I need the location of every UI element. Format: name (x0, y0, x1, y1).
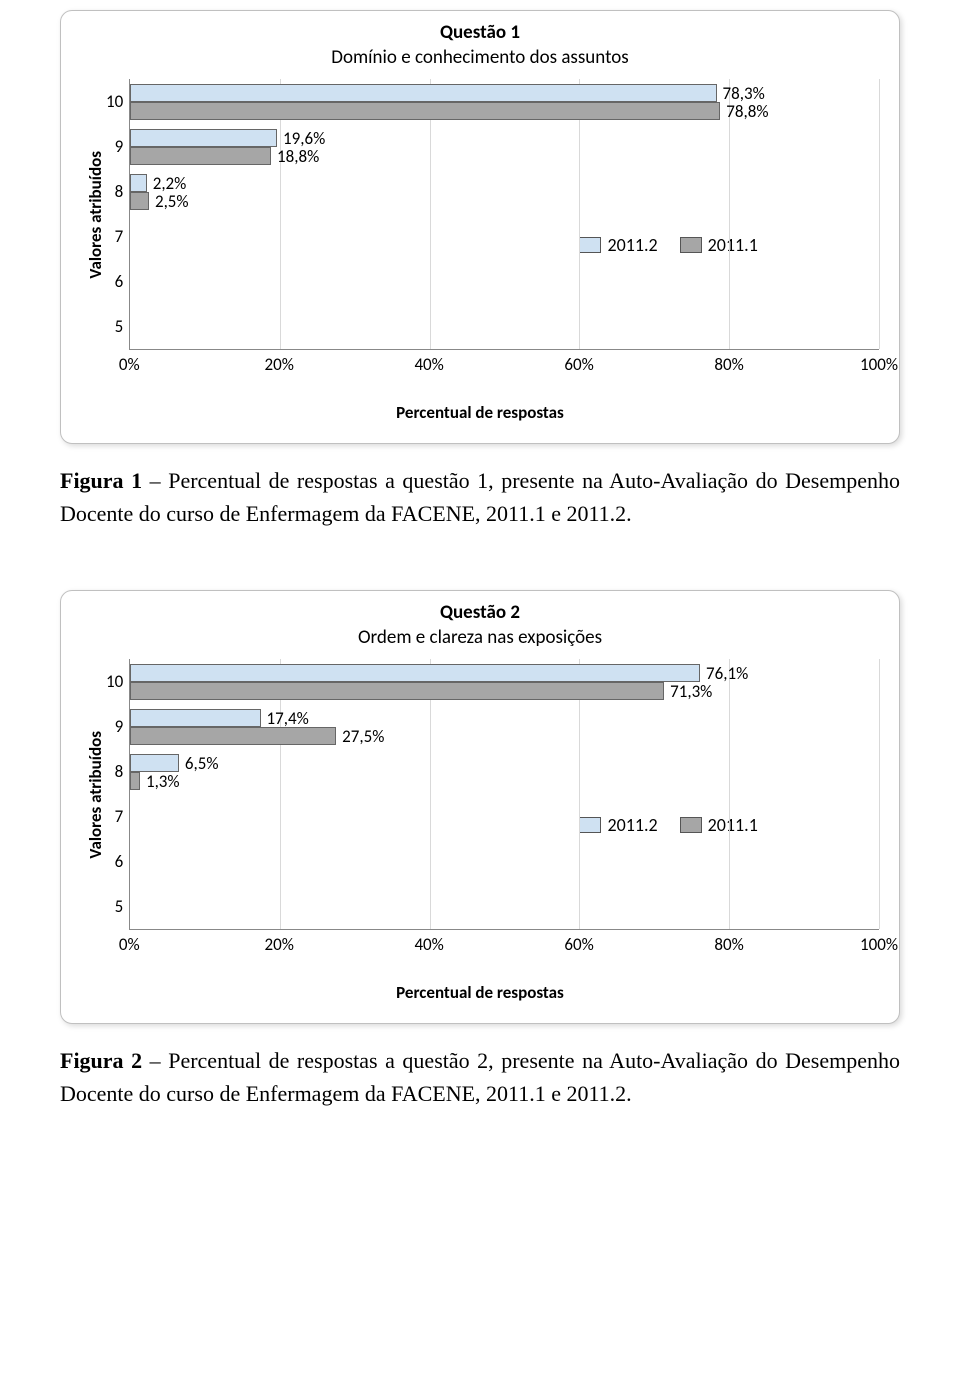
bar-value-label: 18,8% (277, 146, 319, 167)
ycategory-label: 9 (106, 124, 123, 169)
legend-label: 2011.1 (708, 234, 758, 256)
bar (130, 129, 277, 147)
bar (130, 192, 149, 210)
ycategory-label: 10 (106, 659, 123, 704)
legend-swatch (579, 237, 601, 253)
ycategory-label: 10 (106, 79, 123, 124)
chart2-subtitle: Ordem e clareza nas exposições (81, 626, 879, 649)
bar (130, 84, 716, 102)
bar-value-label: 78,8% (726, 101, 768, 122)
legend-label: 2011.2 (607, 814, 657, 836)
ycategory-label: 5 (106, 884, 123, 929)
chart1-legend: 2011.2 2011.1 (579, 234, 757, 256)
chart2-legend: 2011.2 2011.1 (579, 814, 757, 836)
chart2-ycategories: 1098765 (106, 659, 129, 929)
xtick-label: 80% (714, 354, 743, 375)
bar-value-label: 27,5% (342, 726, 384, 747)
bar-value-label: 2,5% (155, 191, 189, 212)
chart1-xaxis-label: Percentual de respostas (81, 402, 879, 423)
ycategory-label: 7 (106, 794, 123, 839)
figure1-caption: Figura 1 – Percentual de respostas a que… (60, 464, 900, 530)
ycategory-label: 8 (106, 749, 123, 794)
legend-label: 2011.1 (708, 814, 758, 836)
page: Questão 1 Domínio e conhecimento dos ass… (0, 10, 960, 1110)
ycategory-label: 6 (106, 839, 123, 884)
bar (130, 174, 146, 192)
bar-value-label: 1,3% (146, 771, 180, 792)
chart-2: Questão 2 Ordem e clareza nas exposições… (60, 590, 900, 1024)
ycategory-label: 6 (106, 259, 123, 304)
figure2-caption: Figura 2 – Percentual de respostas a que… (60, 1044, 900, 1110)
chart1-yaxis-label: Valores atribuídos (81, 151, 106, 279)
chart1-ycategories: 1098765 (106, 79, 129, 349)
chart-1: Questão 1 Domínio e conhecimento dos ass… (60, 10, 900, 444)
figure1-caption-text: – Percentual de respostas a questão 1, p… (60, 468, 900, 526)
legend-label: 2011.2 (607, 234, 657, 256)
xtick-label: 80% (714, 934, 743, 955)
ycategory-label: 5 (106, 304, 123, 349)
bar (130, 772, 140, 790)
figure2-caption-text: – Percentual de respostas a questão 2, p… (60, 1048, 900, 1106)
xtick-label: 0% (119, 934, 140, 955)
chart1-title: Questão 1 (81, 21, 879, 44)
legend-item: 2011.2 (579, 234, 657, 256)
ycategory-label: 8 (106, 169, 123, 214)
legend-item: 2011.1 (680, 814, 758, 836)
ycategory-label: 9 (106, 704, 123, 749)
xtick-label: 100% (860, 934, 898, 955)
legend-item: 2011.2 (579, 814, 657, 836)
chart2-xaxis-label: Percentual de respostas (81, 982, 879, 1003)
legend-swatch (680, 237, 702, 253)
chart2-plot: 2011.22011.1 76,1%71,3%17,4%27,5%6,5%1,3… (129, 659, 879, 930)
bar (130, 754, 179, 772)
figure1-caption-prefix: Figura 1 (60, 468, 142, 493)
xtick-label: 20% (264, 934, 293, 955)
chart1-plot: 2011.22011.1 78,3%78,8%19,6%18,8%2,2%2,5… (129, 79, 879, 350)
bar (130, 727, 336, 745)
ycategory-label: 7 (106, 214, 123, 259)
xtick-label: 60% (564, 934, 593, 955)
chart2-xticks: 0%20%40%60%80%100% (129, 934, 879, 954)
xtick-label: 100% (860, 354, 898, 375)
bar-value-label: 71,3% (670, 681, 712, 702)
bar (130, 682, 664, 700)
legend-swatch (680, 817, 702, 833)
xtick-label: 60% (564, 354, 593, 375)
legend-swatch (579, 817, 601, 833)
bar (130, 102, 720, 120)
xtick-label: 20% (264, 354, 293, 375)
bar (130, 147, 271, 165)
xtick-label: 40% (414, 934, 443, 955)
chart2-title: Questão 2 (81, 601, 879, 624)
chart1-subtitle: Domínio e conhecimento dos assuntos (81, 46, 879, 69)
bar-value-label: 76,1% (706, 663, 748, 684)
bar (130, 709, 260, 727)
xtick-label: 0% (119, 354, 140, 375)
chart1-body: Valores atribuídos 1098765 2011.22011.1 … (81, 79, 879, 350)
bar (130, 664, 700, 682)
xtick-label: 40% (414, 354, 443, 375)
chart2-yaxis-label: Valores atribuídos (81, 731, 106, 859)
legend-item: 2011.1 (680, 234, 758, 256)
chart2-body: Valores atribuídos 1098765 2011.22011.1 … (81, 659, 879, 930)
chart1-xticks: 0%20%40%60%80%100% (129, 354, 879, 374)
bar-value-label: 6,5% (185, 753, 219, 774)
figure2-caption-prefix: Figura 2 (60, 1048, 142, 1073)
